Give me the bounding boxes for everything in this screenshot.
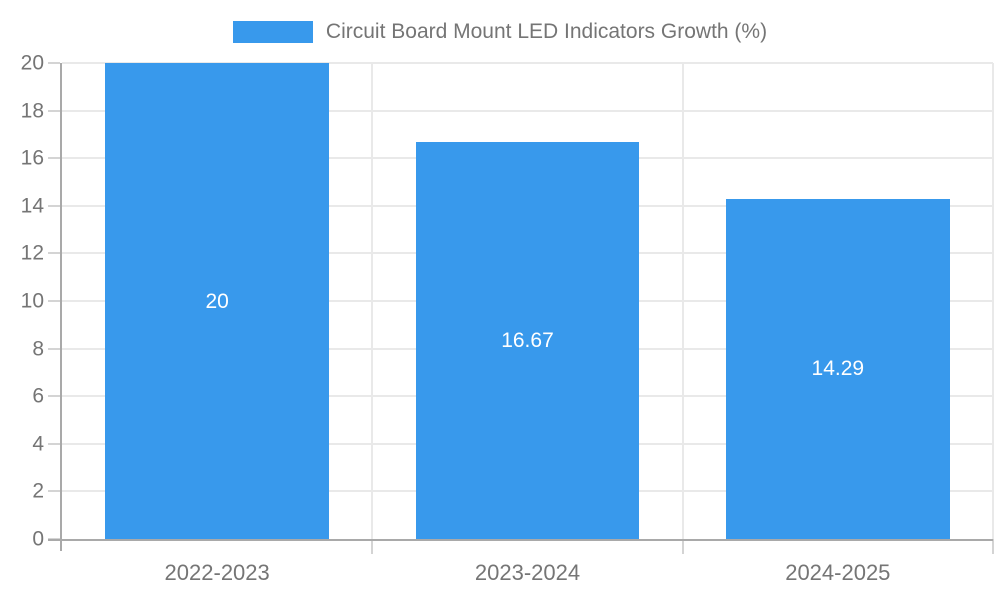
x-axis-tick xyxy=(371,539,374,554)
plot-area: 0 2 4 6 8 10 12 14 16 18 20 20 2022-2023 16.67 2023-20… xyxy=(21,53,994,585)
v-gridline xyxy=(681,63,684,539)
y-axis-tick-label: 12 xyxy=(20,241,44,265)
x-axis-tick xyxy=(681,539,684,554)
y-axis-line xyxy=(60,63,62,551)
x-axis-category-label: 2024-2025 xyxy=(785,560,891,585)
y-axis-tick-label: 2 xyxy=(32,479,44,503)
bar-value-label: 20 xyxy=(205,289,229,313)
y-axis-tick xyxy=(48,204,60,207)
h-gridline xyxy=(62,109,993,112)
y-axis-tick xyxy=(48,347,60,350)
y-axis-tick xyxy=(48,490,60,493)
y-axis-tick xyxy=(48,395,60,398)
y-axis-tick xyxy=(48,442,60,445)
category-slot: 20 2022-2023 xyxy=(62,63,372,585)
y-axis-tick-label: 4 xyxy=(32,432,44,456)
v-gridline xyxy=(992,63,994,539)
v-gridline xyxy=(371,63,374,539)
y-axis-tick-label: 10 xyxy=(20,289,44,313)
x-axis-tick xyxy=(992,539,994,554)
y-axis-tick-label: 0 xyxy=(32,527,44,551)
y-axis-tick xyxy=(48,62,60,64)
h-gridline xyxy=(62,62,993,64)
y-axis-tick xyxy=(48,157,60,160)
y-axis-tick-label: 18 xyxy=(20,99,44,123)
legend-label[interactable]: Circuit Board Mount LED Indicators Growt… xyxy=(325,20,768,43)
y-axis-tick-label: 20 xyxy=(20,51,44,75)
y-axis-tick xyxy=(48,109,60,112)
x-axis-category-label: 2022-2023 xyxy=(164,560,270,585)
bar-2023-2024[interactable]: 16.67 xyxy=(415,142,640,539)
y-axis-tick xyxy=(48,300,60,302)
legend[interactable]: Circuit Board Mount LED Indicators Growt… xyxy=(0,20,1000,43)
x-axis-category-label: 2023-2024 xyxy=(474,560,581,585)
y-axis-tick-label: 8 xyxy=(32,337,44,361)
bar-2024-2025[interactable]: 14.29 xyxy=(726,198,950,539)
category-slot: 16.67 2023-2024 xyxy=(372,63,682,585)
y-axis-tick-label: 6 xyxy=(32,384,44,408)
x-axis-line xyxy=(48,539,993,541)
bar-value-label: 14.29 xyxy=(811,357,865,381)
bar-2022-2023[interactable]: 20 xyxy=(105,63,329,539)
y-axis-tick-label: 16 xyxy=(20,146,44,170)
y-axis-tick xyxy=(48,252,60,255)
category-slot: 14.29 2024-2025 xyxy=(683,63,993,585)
bar-value-label: 16.67 xyxy=(501,329,554,353)
y-axis-tick-label: 14 xyxy=(20,194,44,218)
legend-swatch-icon[interactable] xyxy=(232,20,313,43)
